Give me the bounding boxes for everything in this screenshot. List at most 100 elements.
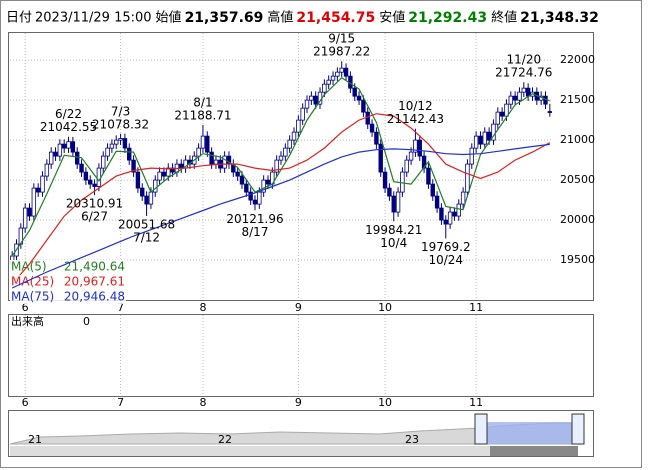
candle-body [127, 147, 132, 161]
scrollbar-track[interactable] [10, 446, 490, 456]
legend-name: MA(75) [11, 290, 54, 304]
candle-body [378, 143, 383, 173]
candle-body [473, 135, 479, 149]
candle-body [196, 147, 201, 157]
candle-body [70, 141, 76, 153]
candle-body [166, 167, 171, 177]
candle-body [352, 87, 357, 97]
candle-body [439, 207, 444, 221]
annotation-date: 8/1 [193, 96, 212, 110]
candle-body [482, 131, 487, 145]
candle-body [395, 191, 401, 213]
candle-body [330, 75, 336, 81]
candle-body [140, 187, 145, 197]
annotation-value: 21724.76 [495, 66, 552, 80]
candle-body [417, 139, 422, 157]
candle-body [153, 179, 158, 193]
annotation-value: 20310.91 [66, 197, 123, 211]
header-label: 始値 [156, 10, 182, 26]
x-tick-label: 11 [469, 396, 483, 409]
candle-body [53, 151, 58, 157]
x-tick-label: 8 [199, 301, 206, 314]
candle-body [122, 138, 128, 149]
annotation-date: 9/15 [328, 32, 355, 46]
navigator-range[interactable] [480, 422, 578, 444]
annotation-date: 6/27 [81, 210, 108, 224]
candle-body [161, 171, 167, 177]
annotation-date: 10/12 [398, 99, 433, 113]
candle-body [452, 211, 457, 217]
candle-body [499, 111, 505, 117]
candle-body [57, 143, 63, 157]
candle-body [88, 179, 93, 185]
candle-body [200, 135, 206, 149]
candle-body [365, 111, 370, 125]
legend-bg [10, 260, 126, 274]
x-tick-label: 9 [295, 301, 302, 314]
candle-body [105, 147, 110, 157]
header-value: 21,357.69 [185, 10, 264, 26]
candle-body [205, 135, 210, 153]
legend-bg [10, 275, 126, 289]
candle-body [322, 83, 327, 93]
candle-body [148, 191, 154, 205]
y-tick-label: 19500 [560, 253, 595, 266]
y-tick-label: 21000 [560, 133, 595, 146]
annotation-value: 20121.96 [226, 212, 283, 226]
candle-body [40, 175, 45, 193]
header-label: 安値 [379, 10, 405, 26]
candle-body [235, 171, 240, 177]
annotation-value: 21188.71 [174, 109, 231, 123]
candle-body [244, 183, 249, 193]
navigator-label: 22 [218, 433, 232, 446]
candle-body [469, 147, 474, 165]
candle-body [456, 203, 461, 217]
candle-body [101, 155, 106, 169]
candle-body [291, 131, 297, 141]
y-tick-label: 20000 [560, 213, 595, 226]
candle-body [22, 207, 28, 229]
candle-body [300, 107, 305, 121]
candle-body [66, 141, 71, 149]
navigator-handle-right[interactable] [571, 413, 585, 445]
candle-body [62, 143, 67, 149]
annotation-date: 10/4 [380, 236, 407, 250]
annotation-value: 21142.43 [387, 112, 444, 126]
candle-body [339, 67, 344, 73]
y-tick-label: 21500 [560, 93, 595, 106]
candle-body [287, 139, 292, 149]
candle-body [296, 119, 301, 133]
candle-body [75, 151, 80, 165]
candle-body [114, 139, 119, 145]
header-label: 終値 [491, 10, 517, 26]
candle-body [361, 99, 366, 113]
candle-body [512, 95, 518, 101]
header-label: 日付 [6, 11, 32, 26]
candle-body [426, 167, 431, 185]
scrollbar-thumb[interactable] [490, 446, 578, 456]
candle-body [131, 159, 136, 173]
x-tick-label: 8 [199, 396, 206, 409]
candle-body [248, 191, 253, 201]
candle-body [343, 67, 349, 77]
candle-body [434, 195, 440, 209]
header-label: 高値 [267, 10, 293, 26]
candle-body [239, 175, 245, 185]
x-tick-label: 6 [22, 396, 29, 409]
candle-body [356, 95, 362, 101]
candle-body [83, 171, 89, 181]
candle-body [491, 123, 496, 141]
candle-body [478, 135, 483, 145]
candle-body [404, 159, 409, 173]
y-tick-label: 20500 [560, 173, 595, 186]
navigator-handle-left[interactable] [474, 413, 488, 445]
candle-body [382, 171, 388, 189]
legend-value: 20,967.61 [64, 275, 125, 289]
ma-line [11, 113, 551, 285]
main-panel [8, 32, 594, 301]
navigator-label: 23 [405, 433, 419, 446]
candle-body [525, 87, 531, 97]
annotation-date: 7/3 [111, 104, 130, 118]
candle-body [79, 163, 84, 173]
